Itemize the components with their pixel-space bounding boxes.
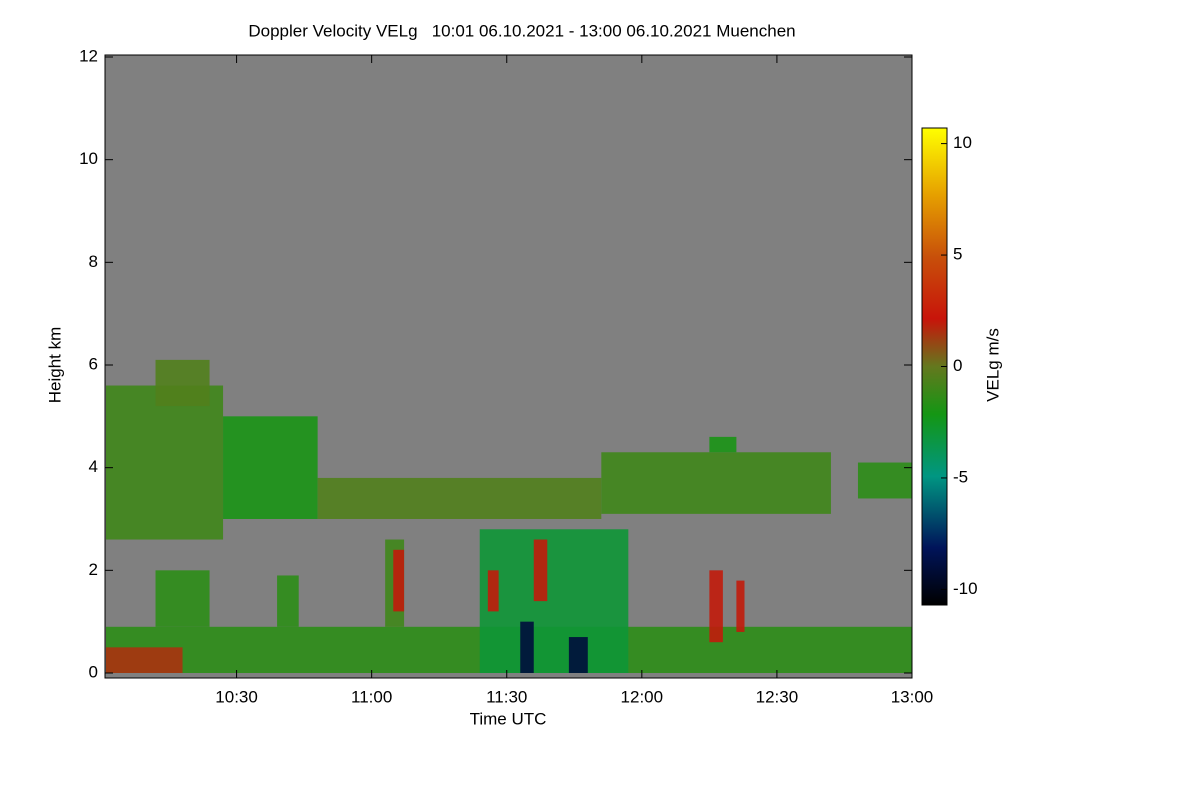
velocity-cell xyxy=(155,570,210,627)
chart-title: Doppler Velocity VELg 10:01 06.10.2021 -… xyxy=(248,21,795,40)
colorbar-tick-label: -10 xyxy=(953,579,978,598)
y-tick-label: 8 xyxy=(89,252,98,271)
y-tick-label: 12 xyxy=(79,46,98,65)
x-tick-label: 11:00 xyxy=(351,687,392,706)
colorbar-tick-label: 0 xyxy=(953,356,962,375)
plot-frame xyxy=(104,54,913,679)
colorbar-label: VELg m/s xyxy=(983,328,1002,402)
y-tick-label: 10 xyxy=(79,149,98,168)
velocity-cell xyxy=(106,385,224,540)
y-tick-label: 2 xyxy=(89,560,98,579)
velocity-cell xyxy=(277,575,299,627)
velocity-cell xyxy=(736,580,745,632)
velocity-cell xyxy=(857,462,912,499)
velocity-cell xyxy=(533,539,548,602)
x-axis-label: Time UTC xyxy=(470,709,547,728)
x-tick-label: 12:30 xyxy=(756,687,799,706)
velocity-cell xyxy=(601,452,831,514)
velocity-cell xyxy=(155,359,210,407)
colorbar-tick-label: -5 xyxy=(953,467,968,486)
x-tick-label: 10:30 xyxy=(215,687,258,706)
velocity-cell xyxy=(709,436,737,453)
colorbar-tick-label: 5 xyxy=(953,245,962,264)
velocity-cell xyxy=(520,621,534,673)
y-tick-label: 0 xyxy=(89,662,98,681)
x-tick-label: 13:00 xyxy=(891,687,934,706)
colorbar-tick-label: 10 xyxy=(953,133,972,152)
velocity-cell xyxy=(568,637,588,673)
x-tick-label: 12:00 xyxy=(621,687,664,706)
velocity-cell xyxy=(709,570,723,643)
velocity-cell xyxy=(393,549,405,612)
y-tick-label: 4 xyxy=(89,457,98,476)
velocity-cell xyxy=(106,647,183,673)
velocity-cell xyxy=(317,477,602,519)
velocity-cell xyxy=(487,570,499,612)
x-tick-label: 11:30 xyxy=(486,687,527,706)
y-tick-label: 6 xyxy=(89,354,98,373)
velocity-cell xyxy=(223,416,318,519)
y-axis-label: Height km xyxy=(45,327,64,404)
velocity-cell xyxy=(479,529,629,673)
